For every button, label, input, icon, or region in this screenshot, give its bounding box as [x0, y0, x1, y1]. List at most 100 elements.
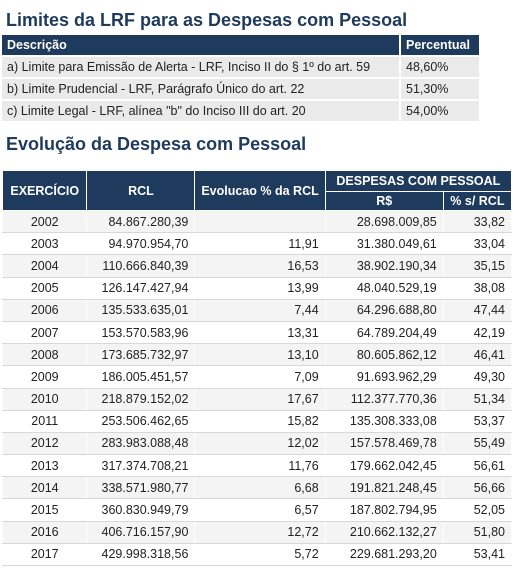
cell-exercicio: 2008	[1, 343, 88, 367]
evolution-body: 2002 84.867.280,39 28.698.009,85 33,82 2003 9…	[1, 209, 513, 567]
cell-rcl: 153.570.583,96	[86, 320, 196, 345]
cell-rs: 64.296.688,80	[324, 298, 444, 322]
cell-pct-rcl: 49,30	[442, 365, 513, 389]
cell-rcl: 94.970.954,70	[86, 232, 196, 256]
table-row: 2005 126.147.427,94 13,99 48.040.529,19 38,0…	[1, 276, 513, 300]
cell-pct-rcl: 42,19	[442, 320, 513, 345]
cell-pct-rcl: 52,05	[442, 498, 513, 522]
cell-rcl: 253.506.462,65	[86, 409, 196, 433]
cell-evolucao: 13,99	[194, 276, 326, 300]
limit-descricao: b) Limite Prudencial - LRF, Parágrafo Ún…	[2, 77, 401, 100]
cell-pct-rcl: 53,37	[442, 409, 513, 433]
cell-rs: 91.693.962,29	[324, 365, 444, 389]
cell-rs: 157.578.469,78	[324, 431, 444, 456]
table-row: 2013 317.374.708,21 11,76 179.662.042,45 56,…	[1, 454, 513, 478]
cell-exercicio: 2010	[1, 387, 88, 411]
table-row: 2010 218.879.152,02 17,67 112.377.770,36 51,…	[1, 387, 513, 411]
cell-pct-rcl: 53,41	[442, 542, 513, 567]
header-pct-rcl: % s/ RCL	[442, 191, 513, 211]
cell-pct-rcl: 47,44	[442, 298, 513, 322]
header-rs: R$	[324, 191, 444, 211]
cell-exercicio: 2003	[1, 232, 88, 256]
limit-descricao: c) Limite Legal - LRF, alínea "b" do Inc…	[2, 99, 401, 121]
cell-pct-rcl: 33,04	[442, 232, 513, 256]
cell-rcl: 317.374.708,21	[86, 454, 196, 478]
cell-pct-rcl: 38,08	[442, 276, 513, 300]
header-rcl: RCL	[86, 170, 196, 211]
evolution-subheader-row: R$ % s/ RCL	[3, 191, 513, 211]
cell-pct-rcl: 33,82	[442, 209, 513, 234]
table-row: 2017 429.998.318,56 5,72 229.681.293,20 53,4…	[1, 542, 513, 567]
table-row: 2003 94.970.954,70 11,91 31.380.049,61 33,04	[1, 232, 513, 256]
cell-pct-rcl: 46,41	[442, 343, 513, 367]
cell-exercicio: 2017	[1, 542, 88, 567]
cell-rs: 179.662.042,45	[324, 454, 444, 478]
cell-exercicio: 2006	[1, 298, 88, 322]
cell-rcl: 126.147.427,94	[86, 276, 196, 300]
cell-exercicio: 2013	[1, 454, 88, 478]
limits-row: b) Limite Prudencial - LRF, Parágrafo Ún…	[2, 77, 479, 100]
limits-row: a) Limite para Emissão de Alerta - LRF, …	[2, 55, 479, 78]
header-descricao: Descrição	[2, 35, 401, 56]
cell-rs: 28.698.009,85	[324, 209, 444, 234]
cell-rs: 64.789.204,49	[324, 320, 444, 345]
cell-exercicio: 2002	[1, 209, 88, 234]
cell-rcl: 173.685.732,97	[86, 343, 196, 367]
table-row: 2015 360.830.949,79 6,57 187.802.794,95 52,0…	[1, 498, 513, 522]
cell-rcl: 218.879.152,02	[86, 387, 196, 411]
cell-evolucao: 5,72	[194, 542, 326, 567]
header-despesas: DESPESAS COM PESSOAL	[324, 170, 513, 192]
cell-evolucao: 12,02	[194, 431, 326, 456]
cell-evolucao: 13,31	[194, 320, 326, 345]
limit-descricao: a) Limite para Emissão de Alerta - LRF, …	[2, 55, 401, 78]
cell-exercicio: 2009	[1, 365, 88, 389]
table-row: 2009 186.005.451,57 7,09 91.693.962,29 49,30	[1, 365, 513, 389]
cell-pct-rcl: 55,49	[442, 431, 513, 456]
cell-rs: 80.605.862,12	[324, 343, 444, 367]
table-row: 2011 253.506.462,65 15,82 135.308.333,08 53,…	[1, 409, 513, 433]
cell-pct-rcl: 56,66	[442, 476, 513, 500]
cell-rcl: 84.867.280,39	[86, 209, 196, 234]
cell-evolucao: 12,72	[194, 520, 326, 544]
cell-evolucao	[194, 209, 326, 234]
cell-exercicio: 2012	[1, 431, 88, 456]
cell-evolucao: 7,09	[194, 365, 326, 389]
cell-exercicio: 2014	[1, 476, 88, 500]
cell-evolucao: 6,57	[194, 498, 326, 522]
cell-exercicio: 2005	[1, 276, 88, 300]
cell-rs: 48.040.529,19	[324, 276, 444, 300]
cell-rs: 38.902.190,34	[324, 254, 444, 278]
cell-pct-rcl: 51,34	[442, 387, 513, 411]
cell-exercicio: 2004	[1, 254, 88, 278]
cell-pct-rcl: 51,80	[442, 520, 513, 544]
evolution-header-row: EXERCÍCIO RCL Evolucao % da RCL DESPESAS…	[1, 170, 513, 211]
table-row: 2014 338.571.980,77 6,68 191.821.248,45 56,6…	[1, 476, 513, 500]
limit-percentual: 51,30%	[400, 77, 479, 100]
cell-rcl: 186.005.451,57	[86, 365, 196, 389]
limits-title: Limites da LRF para as Despesas com Pess…	[6, 10, 408, 30]
cell-rs: 112.377.770,36	[324, 387, 444, 411]
limit-percentual: 48,60%	[400, 55, 479, 78]
table-row: 2007 153.570.583,96 13,31 64.789.204,49 42,1…	[1, 320, 513, 345]
cell-rcl: 406.716.157,90	[86, 520, 196, 544]
cell-exercicio: 2007	[1, 320, 88, 345]
cell-pct-rcl: 35,15	[442, 254, 513, 278]
cell-rcl: 338.571.980,77	[86, 476, 196, 500]
cell-rcl: 135.533.635,01	[86, 298, 196, 322]
cell-exercicio: 2011	[1, 409, 88, 433]
cell-evolucao: 16,53	[194, 254, 326, 278]
cell-evolucao: 13,10	[194, 343, 326, 367]
cell-evolucao: 11,91	[194, 232, 326, 256]
table-row: 2016 406.716.157,90 12,72 210.662.132,27 51,…	[1, 520, 513, 544]
cell-evolucao: 7,44	[194, 298, 326, 322]
header-percentual: Percentual	[400, 35, 479, 56]
cell-rs: 135.308.333,08	[324, 409, 444, 433]
cell-evolucao: 17,67	[194, 387, 326, 411]
cell-rs: 187.802.794,95	[324, 498, 444, 522]
limits-table: Descrição Percentual a) Limite para Emis…	[2, 35, 479, 121]
limit-percentual: 54,00%	[400, 99, 479, 121]
evolution-title: Evolução da Despesa com Pessoal	[6, 134, 307, 154]
table-row: 2008 173.685.732,97 13,10 80.605.862,12 46,4…	[1, 343, 513, 367]
evolution-table: EXERCÍCIO RCL Evolucao % da RCL DESPESAS…	[1, 170, 513, 567]
cell-evolucao: 15,82	[194, 409, 326, 433]
